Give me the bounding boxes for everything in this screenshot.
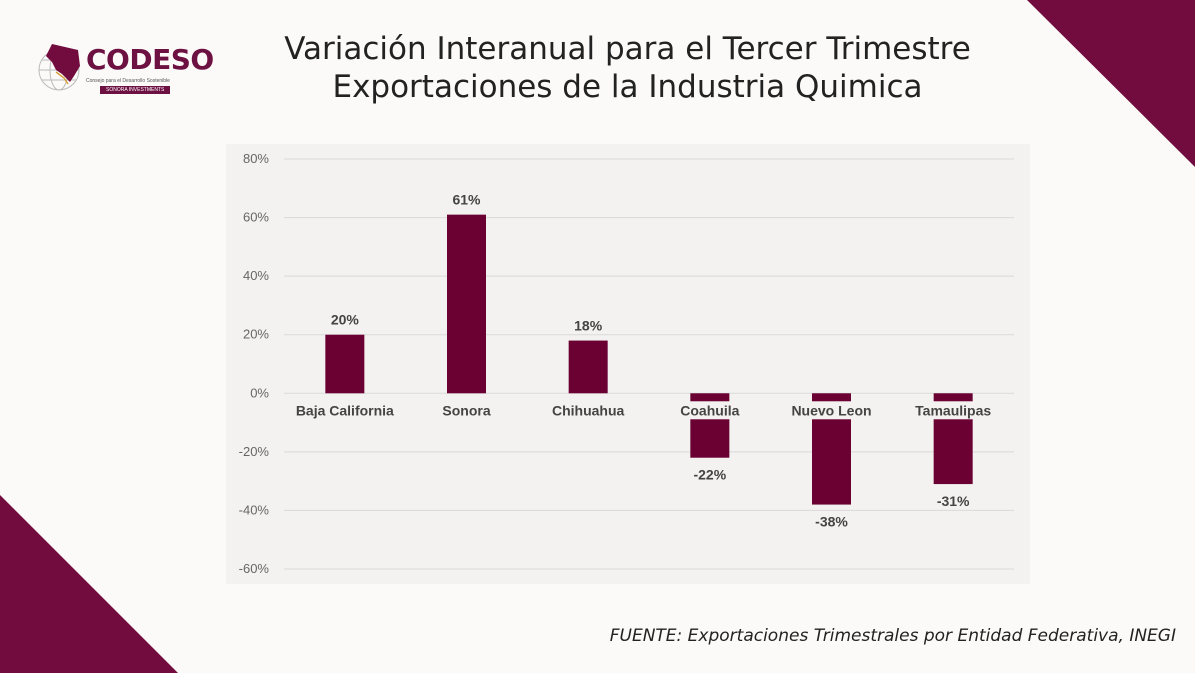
corner-decoration-top-right [1027,0,1195,167]
y-tick-label: -20% [239,444,270,459]
data-label: -31% [937,493,970,509]
y-tick-label: 20% [243,327,269,342]
logo-name: CODESO [86,43,214,76]
codeso-logo: CODESO Consejo para el Desarrollo Sosten… [34,40,214,100]
bar [325,334,365,394]
page-title: Variación Interanual para el Tercer Trim… [180,30,1075,106]
x-tick-label: Nuevo Leon [791,402,871,418]
chart-y-axis: 80% 60% 40% 20% 0% -20% -40% -60% [239,151,270,576]
logo-subtitle: Consejo para el Desarrollo Sostenible [86,78,170,84]
x-tick-label: Coahuila [680,402,739,418]
y-tick-label: -40% [239,502,270,517]
data-label: 18% [574,318,603,334]
data-label: -38% [815,514,848,530]
logo-badge: SONORA INVESTMENTS [100,86,171,94]
x-tick-label-background [283,401,406,420]
x-tick-label-background [675,401,745,420]
x-tick-label-background [549,401,627,420]
source-note: FUENTE: Exportaciones Trimestrales por E… [609,626,1176,646]
x-tick-label-background [911,401,996,420]
chart-gridlines [284,158,1014,570]
chart-data-labels: 20% 61% 18% -22% -38% -31% [331,192,970,530]
bar [568,340,608,394]
corner-decoration-bottom-left [0,495,178,673]
data-label: 61% [452,192,481,208]
x-tick-label-background [789,401,874,420]
chart-x-axis: Baja California Sonora Chihuahua Coahuila Nu… [283,401,996,420]
x-tick-label: Sonora [442,402,490,418]
x-tick-label-background [439,401,494,420]
bar [447,214,486,394]
y-tick-label: 80% [243,151,269,166]
data-label: 20% [331,312,360,328]
globe-map-icon [38,44,80,91]
x-tick-label: Baja California [296,402,394,418]
page-title-line2: Exportaciones de la Industria Quimica [332,69,923,105]
x-tick-label: Chihuahua [552,402,625,418]
page-title-line1: Variación Interanual para el Tercer Trim… [284,31,971,67]
data-label: -22% [693,467,726,483]
x-tick-label: Tamaulipas [915,402,991,418]
y-tick-label: 60% [243,210,269,225]
bar-chart: 80% 60% 40% 20% 0% -20% -40% -60% Baja Californ… [226,144,1030,584]
y-tick-label: 40% [243,268,269,283]
y-tick-label: -60% [239,561,270,576]
y-tick-label: 0% [250,385,269,400]
